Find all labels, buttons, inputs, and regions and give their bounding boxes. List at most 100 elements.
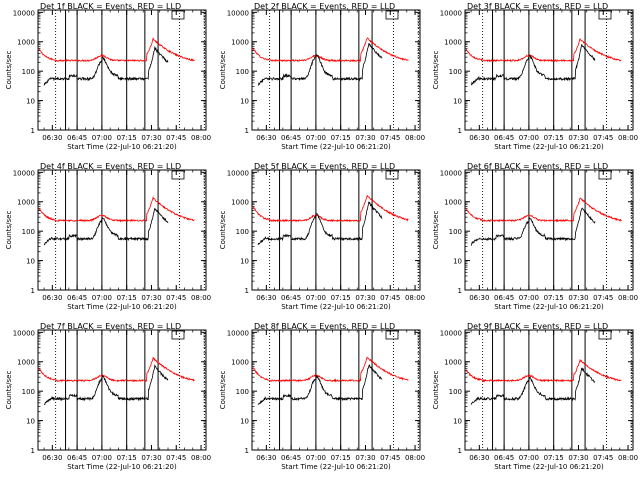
series-lld-red xyxy=(465,358,622,383)
x-tick-label: 07:15 xyxy=(117,294,137,302)
x-tick-label: 07:30 xyxy=(355,134,375,142)
x-tick-label: 08:00 xyxy=(405,134,425,142)
x-tick-label: 06:45 xyxy=(67,294,87,302)
y-tick-label: 10 xyxy=(453,418,462,426)
x-tick-label: 06:30 xyxy=(42,294,62,302)
x-tick-label: 07:15 xyxy=(117,454,137,462)
x-axis-label: Start Time (22-Jul-10 06:21:20) xyxy=(494,143,604,151)
panel-det-4: Det 4f BLACK = Events, RED = LLD 1 10 100 10… xyxy=(5,162,211,311)
y-tick-label: 10000 xyxy=(440,329,462,337)
x-tick-label: 07:00 xyxy=(519,134,539,142)
y-tick-label: 10000 xyxy=(227,9,249,17)
y-axis-label: Counts/sec xyxy=(5,211,13,250)
y-tick-label: 1 xyxy=(245,287,249,295)
x-axis-label: Start Time (22-Jul-10 06:21:20) xyxy=(494,303,604,311)
y-tick-label: 1 xyxy=(245,447,249,455)
x-tick-label: 07:15 xyxy=(544,294,564,302)
y-tick-label: 1000 xyxy=(444,359,462,367)
series-events-black xyxy=(258,43,383,86)
x-tick-label: 07:30 xyxy=(141,454,161,462)
series-lld-red xyxy=(465,197,622,223)
y-tick-label: 10 xyxy=(26,98,35,106)
x-tick-label: 07:15 xyxy=(117,134,137,142)
y-tick-label: 1 xyxy=(458,447,462,455)
x-tick-label: 06:30 xyxy=(469,294,489,302)
series-lld-red xyxy=(38,356,195,383)
series-lld-red xyxy=(252,356,409,383)
legend-box xyxy=(598,330,612,340)
x-tick-label: 06:45 xyxy=(67,134,87,142)
x-tick-label: 06:30 xyxy=(256,294,276,302)
x-tick-label: 08:00 xyxy=(618,454,638,462)
x-tick-label: 07:45 xyxy=(593,294,613,302)
x-tick-label: 08:00 xyxy=(405,294,425,302)
x-tick-label: 08:00 xyxy=(618,294,638,302)
y-tick-label: 100 xyxy=(449,388,462,396)
x-tick-label: 07:15 xyxy=(544,134,564,142)
y-tick-label: 1000 xyxy=(444,199,462,207)
y-tick-label: 1000 xyxy=(17,199,35,207)
y-axis-label: Counts/sec xyxy=(5,371,13,410)
series-events-black xyxy=(470,44,596,86)
x-tick-label: 06:45 xyxy=(281,134,301,142)
panel-title: Det 7f BLACK = Events, RED = LLD xyxy=(40,322,181,331)
panel-det-6: Det 6f BLACK = Events, RED = LLD 1 10 100 10… xyxy=(432,162,638,311)
x-tick-label: 07:30 xyxy=(568,454,588,462)
plot-frame xyxy=(37,329,207,451)
x-tick-label: 06:45 xyxy=(494,454,514,462)
x-tick-label: 07:00 xyxy=(92,454,112,462)
y-tick-label: 100 xyxy=(449,68,462,76)
panel-title: Det 3f BLACK = Events, RED = LLD xyxy=(467,2,608,11)
legend-box xyxy=(385,10,399,20)
y-tick-label: 1 xyxy=(31,127,35,135)
x-tick-label: 07:15 xyxy=(331,294,351,302)
panel-title: Det 6f BLACK = Events, RED = LLD xyxy=(467,162,608,171)
y-tick-label: 10 xyxy=(240,98,249,106)
series-lld-red xyxy=(465,37,622,63)
y-tick-label: 100 xyxy=(22,68,35,76)
panel-title: Det 9f BLACK = Events, RED = LLD xyxy=(467,322,608,331)
y-tick-label: 100 xyxy=(236,228,249,236)
x-axis-label: Start Time (22-Jul-10 06:21:20) xyxy=(67,463,177,471)
series-events-black xyxy=(43,364,169,406)
y-axis-label: Counts/sec xyxy=(432,51,440,90)
x-tick-label: 07:45 xyxy=(380,454,400,462)
plot-frame xyxy=(464,169,634,291)
x-axis-label: Start Time (22-Jul-10 06:21:20) xyxy=(67,303,177,311)
x-tick-label: 07:00 xyxy=(92,134,112,142)
series-events-black xyxy=(257,201,383,246)
plot-frame xyxy=(251,9,421,131)
x-tick-label: 06:45 xyxy=(494,134,514,142)
series-lld-red xyxy=(39,37,195,63)
x-tick-label: 07:30 xyxy=(568,134,588,142)
x-tick-label: 07:45 xyxy=(166,454,186,462)
plot-frame xyxy=(464,9,634,131)
x-tick-label: 07:15 xyxy=(544,454,564,462)
x-tick-label: 06:30 xyxy=(256,134,276,142)
x-tick-label: 06:45 xyxy=(281,294,301,302)
x-tick-label: 08:00 xyxy=(191,294,211,302)
legend-box xyxy=(598,10,612,20)
y-tick-label: 10 xyxy=(240,258,249,266)
plot-frame xyxy=(251,329,421,451)
x-tick-label: 06:30 xyxy=(42,134,62,142)
x-tick-label: 08:00 xyxy=(405,454,425,462)
x-tick-label: 06:30 xyxy=(42,454,62,462)
x-tick-label: 07:30 xyxy=(355,454,375,462)
y-tick-label: 1 xyxy=(458,287,462,295)
panel-title: Det 4f BLACK = Events, RED = LLD xyxy=(40,162,181,171)
y-tick-label: 10 xyxy=(453,98,462,106)
y-tick-label: 10000 xyxy=(440,169,462,177)
x-tick-label: 07:45 xyxy=(166,134,186,142)
series-lld-red xyxy=(252,37,409,63)
x-tick-label: 08:00 xyxy=(618,134,638,142)
y-axis-label: Counts/sec xyxy=(219,51,227,90)
x-axis-label: Start Time (22-Jul-10 06:21:20) xyxy=(281,303,391,311)
panel-det-3: Det 3f BLACK = Events, RED = LLD 1 10 100 10… xyxy=(432,2,638,151)
panel-title: Det 5f BLACK = Events, RED = LLD xyxy=(254,162,395,171)
x-tick-label: 07:30 xyxy=(568,294,588,302)
x-tick-label: 07:15 xyxy=(331,454,351,462)
y-tick-label: 1000 xyxy=(444,39,462,47)
x-tick-label: 07:00 xyxy=(306,134,326,142)
panel-det-2: Det 2f BLACK = Events, RED = LLD 1 10 100 10… xyxy=(219,2,425,151)
